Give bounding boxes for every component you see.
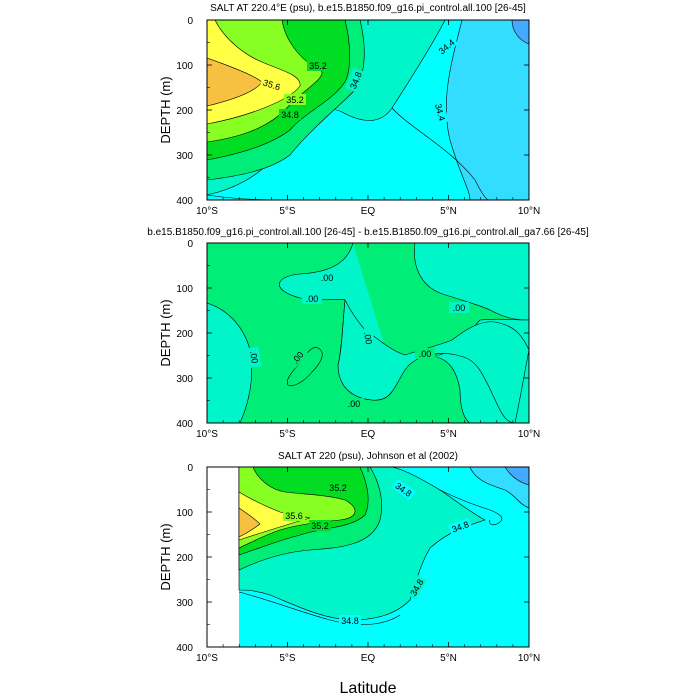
panel-3-ytick-label-2: 200 — [176, 553, 193, 564]
panel-1-ytick-label-3: 300 — [176, 151, 193, 162]
panel-2-clabel-4: .00 — [248, 350, 260, 364]
panel-2-xtick-label-3: 5°N — [440, 429, 457, 440]
panel-3-axes: 10°S 5°S EQ 5°N 10°N 0 100 200 300 400 — [176, 463, 540, 664]
panel-1-axes: 10°S 5°S EQ 5°N 10°N 0 100 200 300 400 — [176, 16, 540, 217]
x-axis-label: Latitude — [340, 680, 397, 697]
panel-3-ylabel: DEPTH (m) — [158, 523, 173, 590]
panel-2-region-neg-north — [414, 243, 529, 321]
panel-2-ytick-label-1: 100 — [176, 284, 193, 295]
panel-3-fill-333 — [504, 467, 529, 486]
panel-1-xtick-label-3: 5°N — [440, 206, 457, 217]
panel-1-clabel-0: 35.2 — [309, 61, 327, 71]
panel-3-xtick-label-0: 10°S — [196, 653, 218, 664]
panel-3-fill-358 — [238, 507, 261, 538]
panel-2-clabel-7: .00 — [348, 399, 361, 409]
panel-2-ytick-label-2: 200 — [176, 329, 193, 340]
panel-2-title: b.e15.B1850.f09_g16.pi_control.all.100 [… — [147, 227, 589, 238]
panel-1-xtick-label-0: 10°S — [196, 206, 218, 217]
panel-3-ytick-label-0: 0 — [187, 463, 193, 474]
panel-3-clabel-1: 35.6 — [285, 511, 303, 521]
panel-3-xtick-label-1: 5°S — [279, 653, 296, 664]
panel-2-clabel-1: .00 — [306, 294, 319, 304]
panel-1-fill-344 — [445, 20, 529, 200]
panel-1-ytick-label-2: 200 — [176, 106, 193, 117]
panel-3-ytick-label-3: 300 — [176, 598, 193, 609]
panel-3-xtick-label-3: 5°N — [440, 653, 457, 664]
panel-2-xtick-label-0: 10°S — [196, 429, 218, 440]
panel-1-clabel-3: 34.8 — [281, 110, 299, 120]
panel-3-contour-north — [439, 489, 503, 526]
panel-3-title: SALT AT 220 (psu), Johnson et al (2002) — [278, 451, 458, 462]
panel-3-clabel-6: 34.8 — [341, 616, 359, 626]
panel-1-xtick-label-2: EQ — [361, 206, 376, 217]
panel-2: b.e15.B1850.f09_g16.pi_control.all.100 [… — [147, 227, 589, 440]
panel-1-clabel-2: 35.2 — [286, 95, 304, 105]
panel-1-field — [207, 20, 529, 200]
panel-2-clabel-0: .00 — [321, 273, 334, 283]
panel-1-xtick-label-4: 10°N — [518, 206, 540, 217]
panel-3-xtick-label-4: 10°N — [518, 653, 540, 664]
panel-2-clabel-6: .00 — [419, 349, 432, 359]
panel-3-nodata — [207, 467, 239, 647]
panel-3-clabel-2: 35.2 — [311, 521, 329, 531]
panel-2-xtick-label-1: 5°S — [279, 429, 296, 440]
panel-1-ytick-label-0: 0 — [187, 16, 193, 27]
panel-2-axes: 10°S 5°S EQ 5°N 10°N 0 100 200 300 400 — [176, 239, 540, 440]
panel-1-ylabel: DEPTH (m) — [158, 76, 173, 143]
panel-2-region-neg-mid — [337, 298, 529, 423]
panel-1-ytick-label-1: 100 — [176, 61, 193, 72]
panel-2-ylabel: DEPTH (m) — [158, 299, 173, 366]
panel-2-xtick-label-2: EQ — [361, 429, 376, 440]
panel-2-region-pos-island — [287, 347, 323, 387]
panel-3-xtick-label-2: EQ — [361, 653, 376, 664]
panel-2-ytick-label-3: 300 — [176, 374, 193, 385]
panel-1-clabel-6: 34.4 — [433, 102, 447, 122]
panel-2-ytick-label-0: 0 — [187, 239, 193, 250]
panel-1: SALT AT 220.4°E (psu), b.e15.B1850.f09_g… — [158, 3, 540, 217]
panel-2-clabel-3: .00 — [362, 331, 374, 345]
panel-1-ytick-label-4: 400 — [176, 196, 193, 207]
panel-3: SALT AT 220 (psu), Johnson et al (2002) … — [158, 451, 540, 664]
panel-3-ytick-label-4: 400 — [176, 643, 193, 654]
panel-1-fill-333 — [511, 20, 529, 45]
panel-1-title: SALT AT 220.4°E (psu), b.e15.B1850.f09_g… — [210, 3, 526, 14]
panel-3-clabel-0: 35.2 — [329, 483, 347, 493]
panel-3-ytick-label-1: 100 — [176, 508, 193, 519]
panel-1-contour-348b — [391, 107, 489, 200]
panel-3-contour-deep — [238, 591, 401, 625]
panel-2-ytick-label-4: 400 — [176, 419, 193, 430]
panel-1-xtick-label-1: 5°S — [279, 206, 296, 217]
panel-2-clabel-2: .00 — [453, 303, 466, 313]
panel-3-field — [207, 467, 529, 647]
panel-2-xtick-label-4: 10°N — [518, 429, 540, 440]
